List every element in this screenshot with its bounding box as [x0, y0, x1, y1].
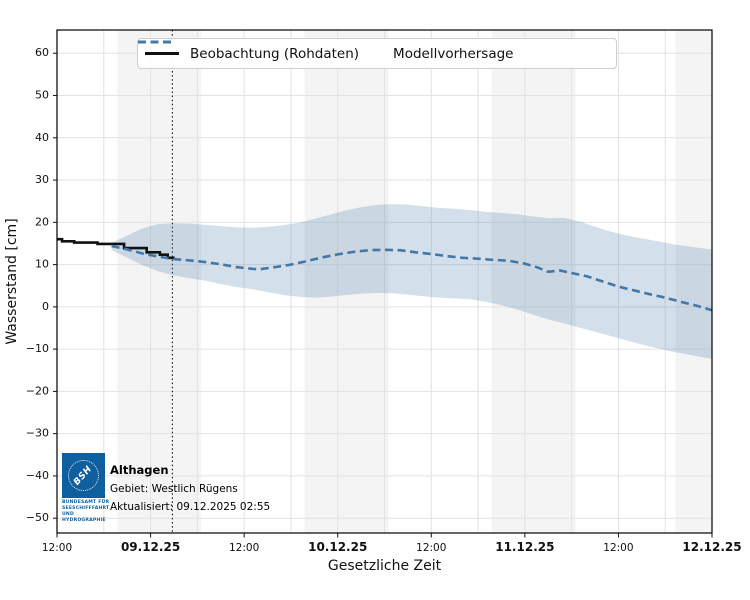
y-tick-label: 60 [35, 46, 49, 59]
bsh-org-name: BUNDESAMT FÜR SEESCHIFFFAHRT UND HYDROGR… [62, 500, 112, 524]
forecast-uncertainty-band [111, 204, 713, 359]
y-tick-label: 30 [35, 173, 49, 186]
observation-line-sample [145, 52, 179, 55]
bsh-org-line: BUNDESAMT FÜR [62, 500, 110, 505]
bsh-org-line: HYDROGRAPHIE [62, 517, 106, 523]
legend-forecast-label: Modellvorhersage [393, 45, 514, 62]
x-tick-label: 10.12.25 [308, 540, 367, 554]
y-tick-label: −20 [26, 384, 49, 397]
x-axis-title: Gesetzliche Zeit [328, 558, 442, 574]
bsh-org-line: UND [62, 511, 74, 517]
x-tick-label: 12:00 [229, 542, 259, 554]
y-tick-label: 50 [35, 89, 49, 102]
legend-item-observation: Beobachtung (Rohdaten) [145, 46, 359, 62]
x-tick-label: 11.12.25 [495, 540, 554, 554]
y-tick-label: 10 [35, 258, 49, 271]
station-updated: Aktualisiert: 09.12.2025 02:55 [110, 501, 271, 513]
bsh-logo-circle: BSH [68, 460, 99, 491]
night-shading-band [304, 30, 389, 533]
y-tick-label: 40 [35, 131, 49, 144]
night-shading-band [491, 30, 576, 533]
station-area: Gebiet: Westlich Rügens [110, 483, 238, 495]
bsh-org-line: SEESCHIFFFAHRT [62, 505, 110, 511]
bsh-logo-text: BSH [72, 463, 95, 488]
chart-legend: Beobachtung (Rohdaten) Modellvorhersage [137, 38, 617, 69]
x-tick-label: 12:00 [42, 542, 72, 554]
station-name: Althagen [110, 463, 169, 477]
y-tick-label: −50 [26, 511, 49, 524]
x-tick-label: 12:00 [603, 542, 633, 554]
station-info: Althagen Gebiet: Westlich Rügens Aktuali… [110, 463, 270, 513]
night-shading-band [117, 30, 202, 533]
x-tick-label: 09.12.25 [121, 540, 180, 554]
bsh-logo: BSH [62, 453, 105, 498]
x-tick-label: 12.12.25 [682, 540, 741, 554]
legend-item-forecast: Modellvorhersage [138, 40, 514, 62]
plot-frame [56, 29, 713, 534]
x-tick-label: 12:00 [416, 542, 446, 554]
night-shading-band [675, 30, 712, 533]
y-tick-label: −30 [26, 427, 49, 440]
legend-observation-label: Beobachtung (Rohdaten) [190, 45, 360, 62]
y-tick-label: −40 [26, 469, 49, 482]
y-tick-label: −10 [26, 342, 49, 355]
observation-line [57, 237, 175, 260]
forecast-line-sample [138, 40, 172, 44]
forecast-line [111, 244, 713, 312]
y-tick-label: 0 [42, 300, 49, 313]
y-axis-title: Wasserstand [cm] [4, 218, 20, 344]
y-tick-label: 20 [35, 215, 49, 228]
